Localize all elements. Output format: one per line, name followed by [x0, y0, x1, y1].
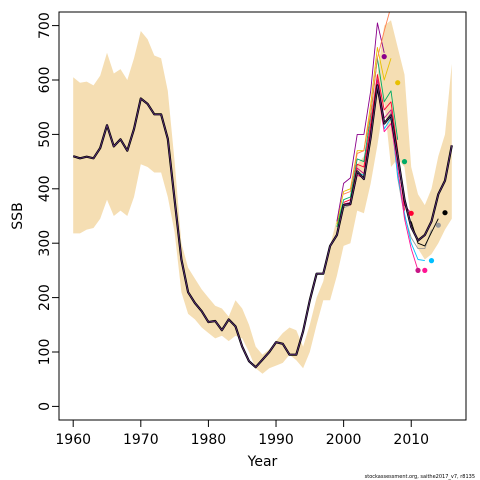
confidence-band-layer: [73, 20, 452, 374]
y-tick-label-0: 0: [37, 402, 53, 411]
y-tick-label-200: 200: [37, 284, 53, 311]
series-end-point-3: [422, 267, 428, 273]
y-tick-label-700: 700: [37, 12, 53, 39]
series-line-peel-5: [343, 74, 405, 211]
y-tick-label-100: 100: [37, 339, 53, 366]
confidence-band: [73, 20, 452, 374]
series-layer: [72, 12, 453, 369]
x-axis-title: Year: [247, 454, 278, 470]
series-end-point-1: [435, 222, 441, 228]
x-tick-label-1980: 1980: [191, 432, 227, 448]
y-tick-label-500: 500: [37, 121, 53, 148]
series-line-peel-9: [343, 12, 390, 195]
series-line-peel-6: [336, 57, 399, 228]
series-end-point-4: [415, 267, 421, 273]
series-end-point-6: [401, 159, 408, 165]
series-end-point-8: [381, 54, 387, 60]
y-axis: 0 100 200 300 400 500 600 700: [37, 12, 59, 411]
series-line-final-core: [73, 85, 453, 368]
y-axis-title: SSB: [10, 202, 26, 229]
end-points-layer: [381, 54, 448, 273]
footnote: stockassessment.org, saithe2017_v7, r813…: [365, 474, 475, 480]
series-end-point-2: [428, 258, 435, 264]
series-end-point-10: [442, 210, 448, 216]
series-end-point-7: [395, 80, 401, 86]
x-tick-label-2010: 2010: [393, 432, 429, 448]
x-tick-label-2000: 2000: [326, 432, 362, 448]
x-axis: 1960 1970 1980 1990 2000 2010: [55, 419, 429, 448]
y-tick-label-600: 600: [37, 67, 53, 94]
x-tick-label-1970: 1970: [123, 432, 159, 448]
x-tick-label-1990: 1990: [258, 432, 294, 448]
series-line-peel-8: [336, 22, 385, 222]
y-tick-label-400: 400: [37, 175, 53, 202]
x-tick-label-1960: 1960: [55, 432, 91, 448]
series-end-point-5: [408, 210, 414, 216]
y-tick-label-300: 300: [37, 230, 53, 257]
